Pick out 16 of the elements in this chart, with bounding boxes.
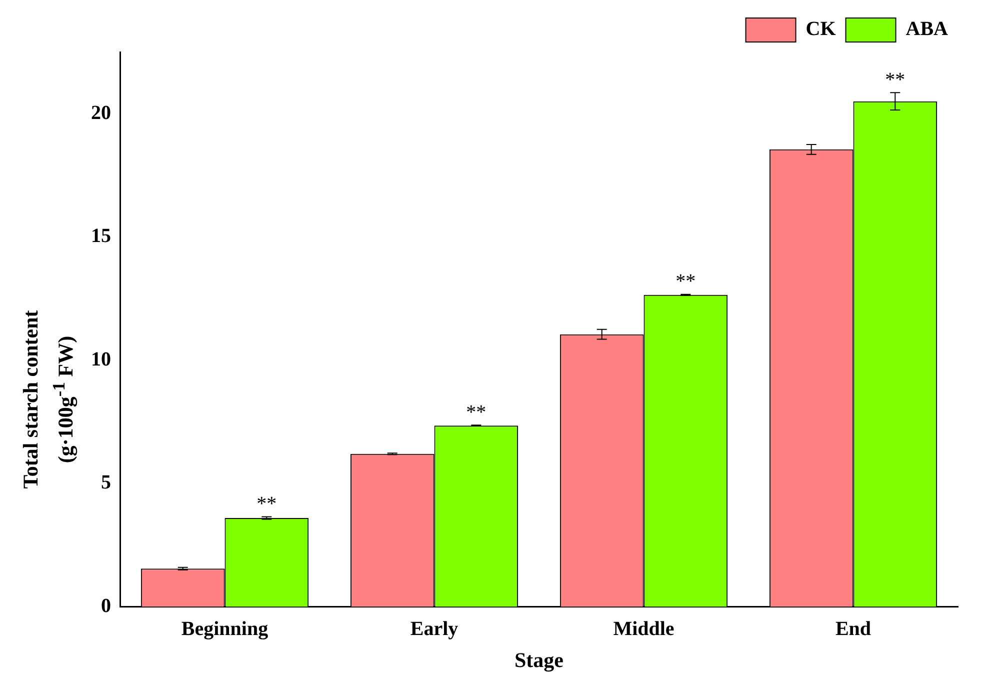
annotation: ** — [885, 68, 906, 91]
y-tick-label: 5 — [101, 472, 111, 494]
x-tick-label: End — [835, 618, 872, 640]
x-tick-label: Beginning — [181, 618, 268, 640]
legend-label: CK — [806, 18, 836, 40]
annotation: ** — [256, 493, 277, 516]
legend-label: ABA — [906, 18, 949, 40]
y-tick-label: 20 — [91, 102, 111, 124]
x-axis-title: Stage — [514, 648, 564, 672]
y-tick-label: 0 — [101, 594, 111, 617]
annotation: ** — [466, 401, 486, 424]
y-tick-label: 10 — [91, 348, 111, 370]
annotation: ** — [676, 270, 696, 293]
x-tick-label: Early — [410, 618, 458, 640]
y-tick-label: 15 — [91, 225, 111, 248]
x-tick-label: Middle — [613, 618, 674, 640]
